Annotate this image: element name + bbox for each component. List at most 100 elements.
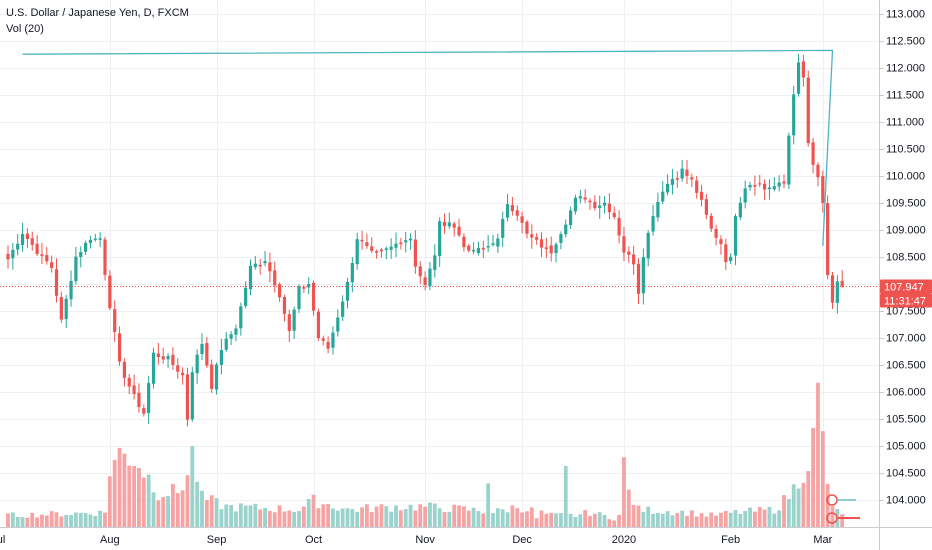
candle-body xyxy=(423,277,427,286)
volume-bar xyxy=(563,465,568,527)
volume-bar xyxy=(500,509,505,527)
volume-bar xyxy=(132,466,136,527)
candle-body xyxy=(394,243,398,248)
volume-bar xyxy=(767,506,772,527)
volume-bar xyxy=(466,510,471,527)
candle-body xyxy=(840,280,844,287)
volume-bar xyxy=(389,511,394,527)
earnings-flag-icon[interactable] xyxy=(826,494,860,524)
volume-bar xyxy=(107,476,112,527)
volume-bar xyxy=(670,515,675,527)
candle-body xyxy=(404,240,408,243)
candle-body xyxy=(16,243,20,250)
price-tick-label: 107.500 xyxy=(886,306,926,318)
volume-bar xyxy=(59,516,64,527)
volume-bar xyxy=(44,515,49,527)
candle-body xyxy=(593,201,597,209)
candle-body xyxy=(787,135,791,185)
volume-bar xyxy=(195,481,200,527)
volume-bar xyxy=(127,465,132,527)
candle-body xyxy=(278,284,282,298)
volume-bar xyxy=(151,492,156,527)
volume-bar xyxy=(651,513,655,527)
trend-line[interactable] xyxy=(22,49,834,246)
candle-body xyxy=(326,341,330,349)
volume-bar xyxy=(447,511,452,527)
price-tick-label: 112.000 xyxy=(886,63,925,75)
time-axis[interactable]: Jul Aug Sep Oct Nov Dec 2020 Feb Mar xyxy=(0,534,833,546)
volume-bar xyxy=(321,504,326,527)
volume-bar xyxy=(117,447,122,527)
candle-body xyxy=(282,297,287,314)
volume-bar xyxy=(171,484,175,527)
volume-bar xyxy=(549,512,554,527)
candle-body xyxy=(821,176,825,203)
candle-body xyxy=(622,236,626,253)
svg-text:11:31:47: 11:31:47 xyxy=(884,296,926,308)
volume-bar xyxy=(374,506,379,527)
volume-bar xyxy=(6,513,10,527)
candle-body xyxy=(656,201,660,218)
price-tick-label: 111.000 xyxy=(886,117,924,129)
volume-bar xyxy=(660,513,665,527)
candle-body xyxy=(772,186,776,190)
volume-bar xyxy=(525,511,529,527)
volume-bar xyxy=(626,489,631,527)
volume-bar xyxy=(554,513,558,527)
candle-body xyxy=(142,408,146,414)
candle-body xyxy=(680,168,684,179)
volume-bar xyxy=(806,471,811,527)
volume-bar xyxy=(777,510,782,527)
candle-body xyxy=(210,364,214,389)
volume-bar xyxy=(699,513,704,527)
candle-body xyxy=(379,249,384,252)
candle-body xyxy=(98,238,102,240)
volume-bar xyxy=(282,511,287,527)
volume-bar xyxy=(694,516,699,527)
volume-bar xyxy=(413,510,418,527)
volume-bar xyxy=(510,505,515,527)
candle-body xyxy=(496,238,500,247)
candle-body xyxy=(341,301,345,317)
candle-body xyxy=(476,247,481,254)
volume-bar xyxy=(762,509,767,527)
volume-indicator-label[interactable]: Vol (20) xyxy=(6,23,44,35)
candle-body xyxy=(156,353,160,357)
candle-body xyxy=(583,197,587,200)
volume-bar xyxy=(365,504,369,527)
volume-bar xyxy=(335,510,340,527)
candle-body xyxy=(181,372,185,376)
candle-body xyxy=(767,187,772,190)
candle-body xyxy=(539,239,544,248)
volume-bar xyxy=(505,512,510,527)
svg-text:107.947: 107.947 xyxy=(884,282,924,294)
volume-bar xyxy=(49,511,54,527)
candle-body xyxy=(132,385,136,394)
volume-bar xyxy=(408,504,413,527)
candles xyxy=(6,54,844,427)
price-tick-label: 109.500 xyxy=(886,198,926,210)
volume-bar xyxy=(782,495,786,527)
candle-body xyxy=(598,205,602,208)
volume-bar xyxy=(340,508,345,527)
volume-bar xyxy=(568,513,573,527)
candle-body xyxy=(491,243,495,245)
candle-body xyxy=(690,177,694,180)
volume-bar xyxy=(442,512,447,527)
volume-bar xyxy=(83,513,88,527)
symbol-title[interactable]: U.S. Dollar / Japanese Yen, D, FXCM xyxy=(6,7,189,19)
candle-body xyxy=(166,356,170,360)
candle-body xyxy=(481,247,485,250)
candle-body xyxy=(185,374,190,420)
time-tick-label: 2020 xyxy=(612,534,636,546)
volume-bar xyxy=(190,446,195,527)
candle-body xyxy=(20,233,25,245)
candle-body xyxy=(835,281,839,303)
volume-bar xyxy=(743,511,748,527)
price-axis[interactable]: 113.000 112.500 112.000 111.500 111.000 110.5… xyxy=(879,9,926,507)
price-tick-label: 104.000 xyxy=(886,495,926,507)
candle-body xyxy=(578,196,582,199)
volume-bar xyxy=(156,500,161,527)
candle-body xyxy=(413,239,417,267)
